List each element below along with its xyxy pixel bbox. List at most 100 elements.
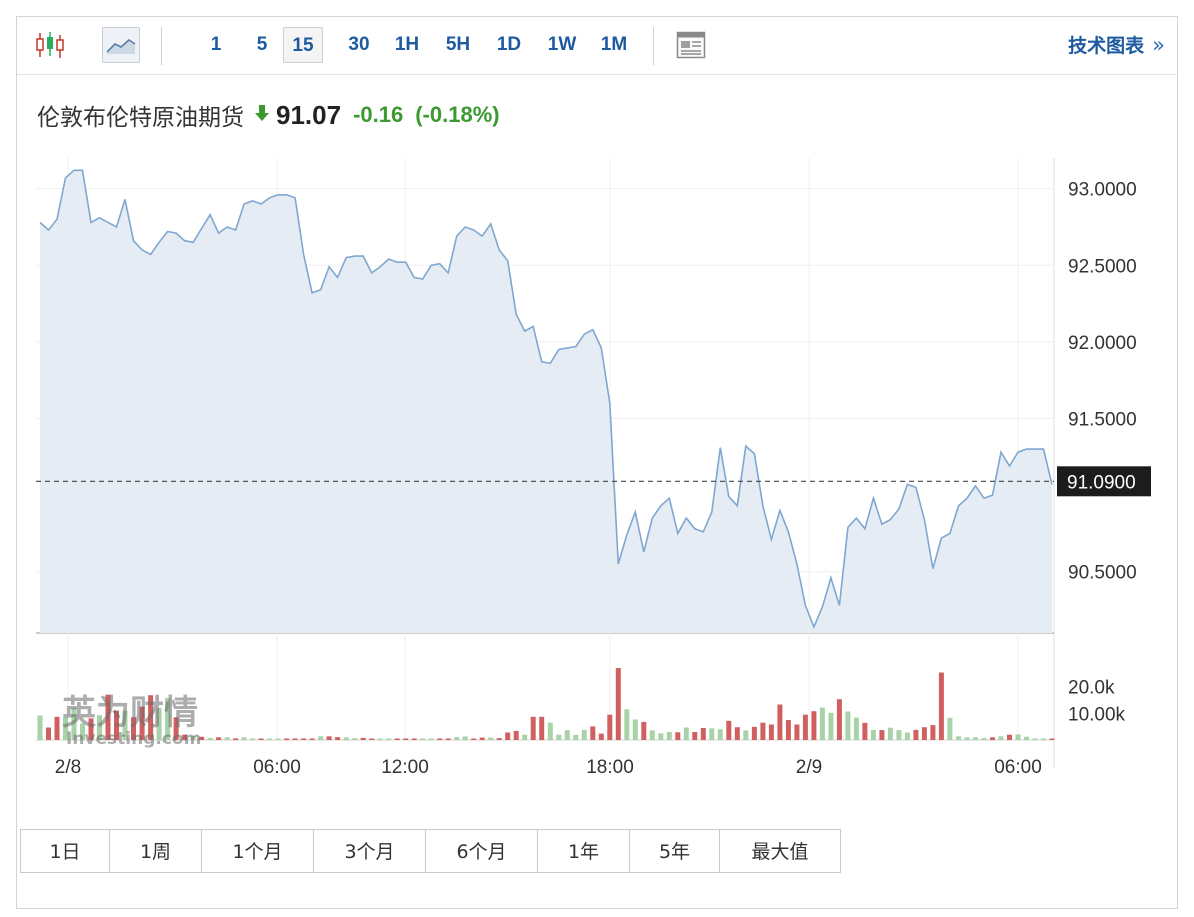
range-button-7[interactable]: 最大值: [719, 829, 841, 873]
range-button-6[interactable]: 5年: [629, 829, 720, 873]
last-price-label: 91.0900: [1067, 472, 1136, 493]
volume-bar: [1032, 738, 1038, 740]
volume-bar: [573, 734, 579, 740]
volume-bar: [267, 738, 273, 740]
x-tick-label: 12:00: [381, 757, 429, 778]
volume-bar: [930, 725, 936, 740]
volume-bar: [624, 709, 630, 740]
volume-bar: [97, 715, 102, 740]
x-tick-label: 2/8: [55, 757, 81, 778]
volume-bar: [973, 737, 978, 740]
volume-bar: [335, 737, 341, 740]
arrow-down-icon: [254, 104, 270, 126]
volume-bar: [938, 672, 944, 740]
volume-bar: [777, 704, 783, 740]
watermark-subtext: Investing.com: [66, 729, 201, 749]
volume-bar: [539, 716, 545, 740]
x-tick-label: 2/9: [796, 757, 822, 778]
volume-bar: [743, 730, 749, 740]
volume-bar: [454, 737, 460, 740]
range-button-5[interactable]: 1年: [537, 829, 630, 873]
volume-bar: [139, 706, 145, 740]
toolbar-divider: [653, 27, 654, 65]
watermark-text: 英为财情: [62, 693, 198, 733]
volume-bar: [666, 732, 672, 740]
volume-bar: [233, 738, 239, 740]
timeframe-30[interactable]: 30: [348, 34, 370, 55]
volume-bar: [216, 737, 222, 740]
timeframe-1w[interactable]: 1W: [547, 34, 577, 55]
volume-bar: [343, 737, 349, 740]
volume-bar: [505, 732, 511, 740]
volume-bar: [853, 717, 859, 740]
volume-bar: [496, 738, 502, 740]
timeframe-1[interactable]: 1: [210, 34, 222, 55]
volume-bar: [641, 721, 647, 740]
range-button-3[interactable]: 3个月: [313, 829, 426, 873]
volume-bar: [836, 699, 842, 740]
y-tick-label: 92.0000: [1068, 333, 1137, 354]
volume-bar: [224, 737, 230, 740]
volume-bar: [403, 738, 409, 740]
volume-bar: [377, 738, 383, 740]
volume-bar: [46, 727, 51, 740]
volume-bar: [1015, 734, 1021, 740]
volume-bar: [990, 737, 995, 740]
price-change-percent: (-0.18%): [415, 102, 500, 127]
volume-bar: [182, 734, 188, 740]
range-button-1[interactable]: 1周: [109, 829, 202, 873]
volume-bar: [581, 729, 587, 740]
volume-bar: [547, 722, 553, 740]
x-tick-label: 06:00: [994, 757, 1042, 778]
timeframe-1d[interactable]: 1D: [496, 34, 522, 55]
volume-bar: [148, 695, 154, 740]
timeframe-1h[interactable]: 1H: [394, 34, 420, 55]
volume-bar: [165, 697, 171, 740]
chart-toolbar: 技术图表» 1 5 15 30 1H 5H 1D 1W 1M: [17, 17, 1177, 75]
y-tick-label: 93.0000: [1068, 180, 1137, 201]
range-button-2[interactable]: 1个月: [201, 829, 314, 873]
range-button-4[interactable]: 6个月: [425, 829, 538, 873]
range-selector: 1日 1周 1个月 3个月 6个月 1年 5年 最大值: [20, 829, 841, 873]
timeframe-15[interactable]: 15: [283, 27, 323, 63]
timeframe-5h[interactable]: 5H: [445, 34, 471, 55]
volume-bar: [360, 737, 366, 740]
volume-bar: [819, 707, 825, 740]
chevron-right-icon: »: [1152, 33, 1165, 57]
volume-bar: [947, 717, 953, 740]
volume-bar: [607, 714, 613, 740]
timeframe-1m[interactable]: 1M: [600, 34, 628, 55]
table-view-icon[interactable]: [672, 27, 710, 63]
volume-bar: [1041, 738, 1046, 740]
range-button-0[interactable]: 1日: [20, 829, 110, 873]
technical-chart-link[interactable]: 技术图表 »: [1068, 27, 1165, 63]
volume-bar: [768, 724, 774, 740]
area-chart-icon[interactable]: [102, 27, 140, 63]
volume-bar: [114, 710, 119, 740]
volume-bar: [862, 722, 868, 740]
volume-bar: [904, 732, 910, 740]
volume-bar: [131, 717, 136, 740]
volume-bar: [207, 737, 213, 740]
timeframe-5[interactable]: 5: [256, 34, 268, 55]
price-line[interactable]: [39, 169, 1053, 630]
volume-bar: [1007, 734, 1012, 740]
quote-header: 伦敦布伦特原油期货 91.07 -0.16 (-0.18%): [37, 95, 500, 135]
volume-bar: [692, 732, 698, 740]
volume-bar: [156, 708, 162, 740]
volume-bar: [998, 736, 1004, 740]
volume-bar: [190, 736, 196, 740]
volume-bar: [590, 726, 596, 740]
volume-bar: [887, 727, 893, 740]
volume-bar: [471, 738, 477, 740]
volume-bar: [717, 729, 723, 740]
last-price: 91.07: [276, 99, 342, 130]
candlestick-icon[interactable]: [31, 27, 69, 63]
y-tick-label: 92.5000: [1068, 256, 1137, 277]
price-change: -0.16: [353, 102, 404, 127]
volume-bar: [488, 737, 494, 740]
volume-bar: [794, 724, 800, 740]
volume-bar: [54, 716, 60, 740]
